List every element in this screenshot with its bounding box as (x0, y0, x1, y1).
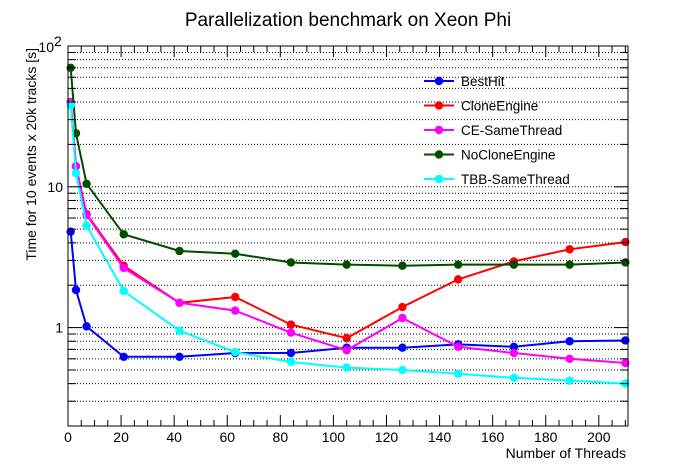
legend-label: BestHit (461, 74, 505, 89)
legend-marker (434, 76, 444, 86)
data-point (175, 352, 184, 362)
data-point (398, 261, 407, 270)
series-ce-samethread (66, 97, 630, 368)
x-tick-label: 20 (113, 429, 129, 445)
data-point (231, 249, 240, 258)
x-tick-label: 0 (64, 429, 72, 445)
data-point (119, 263, 128, 273)
plot-border (67, 45, 629, 427)
x-axis-title: Number of Threads (506, 445, 626, 461)
data-point (453, 342, 463, 352)
plot-frame (67, 45, 629, 427)
x-tick-label: 160 (481, 429, 505, 445)
data-point (398, 365, 407, 375)
data-point (119, 352, 128, 362)
data-point (342, 363, 351, 372)
series-line (69, 101, 626, 364)
data-point (621, 237, 630, 247)
data-point (231, 292, 240, 302)
grid-lines (68, 51, 628, 402)
ticks (67, 45, 628, 426)
x-tick-label: 120 (375, 429, 399, 445)
series-lines (66, 63, 630, 388)
data-point (342, 346, 351, 355)
data-point (509, 348, 519, 358)
legend-marker (434, 101, 444, 110)
x-tick-label: 140 (428, 429, 452, 445)
data-point (398, 343, 407, 352)
data-point (342, 334, 351, 343)
data-point (66, 100, 75, 110)
data-point (509, 260, 519, 269)
y-axis-title: Time for 10 events x 20k tracks [s] (23, 48, 39, 261)
data-point (231, 347, 240, 357)
x-tick-label: 100 (322, 429, 346, 445)
data-point (82, 221, 91, 230)
data-point (82, 322, 91, 331)
series-nocloneengine (66, 63, 630, 270)
x-tick-label: 60 (219, 429, 235, 445)
data-point (621, 358, 630, 368)
data-point (565, 337, 574, 346)
data-point (286, 258, 296, 267)
legend-label: CloneEngine (461, 99, 538, 114)
data-point (342, 260, 351, 269)
legend-label: CE-SameThread (461, 123, 562, 138)
data-point (286, 328, 296, 337)
data-point (565, 354, 574, 364)
legend-label: TBB-SameThread (461, 172, 570, 187)
legend: BestHit CloneEngine CE-SameThread NoCloneEn… (424, 74, 570, 187)
data-point (286, 357, 296, 367)
data-point (453, 260, 463, 269)
legend-marker (434, 150, 444, 159)
data-point (565, 245, 574, 254)
series-line (69, 67, 626, 267)
data-point (175, 246, 184, 256)
x-tick-label: 200 (587, 429, 611, 445)
y-tick-label: 1 (55, 320, 63, 336)
data-point (71, 168, 81, 178)
data-point (175, 298, 184, 307)
data-point (119, 230, 128, 239)
y-tick-label: 10 (38, 39, 54, 55)
legend-marker (434, 125, 444, 135)
data-point (119, 286, 128, 296)
data-point (453, 369, 463, 378)
data-point (565, 260, 574, 269)
data-point (509, 342, 519, 352)
data-point (286, 320, 296, 329)
data-point (175, 326, 184, 335)
x-tick-label: 180 (534, 429, 558, 445)
data-point (621, 336, 630, 345)
data-point (453, 275, 463, 284)
data-point (71, 285, 81, 295)
chart-title: Parallelization benchmark on Xeon Phi (185, 10, 511, 31)
data-point (565, 376, 574, 385)
x-tick-label: 40 (166, 429, 182, 445)
legend-label: NoCloneEngine (461, 148, 556, 163)
y-tick-label: 10 (47, 179, 63, 195)
data-point (286, 348, 296, 358)
legend-marker (434, 174, 444, 184)
data-point (231, 306, 240, 315)
data-point (398, 302, 407, 312)
data-point (82, 179, 91, 189)
x-tick-label: 80 (273, 429, 289, 445)
data-point (398, 313, 407, 323)
data-point (509, 373, 519, 382)
y-tick-label-exponent: 2 (54, 33, 62, 49)
